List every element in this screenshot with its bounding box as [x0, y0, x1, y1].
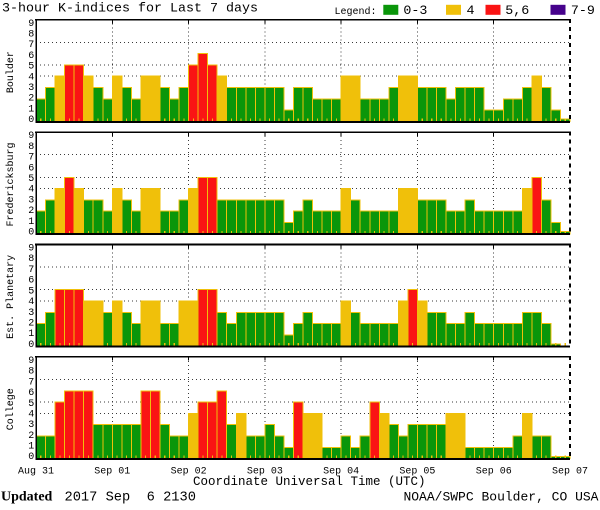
svg-text:7: 7 [28, 265, 34, 276]
svg-text:9: 9 [28, 19, 34, 30]
svg-text:5: 5 [28, 174, 34, 185]
svg-text:9: 9 [28, 356, 34, 367]
svg-text:Sep 06: Sep 06 [476, 467, 512, 478]
svg-text:4: 4 [467, 4, 475, 19]
svg-text:1: 1 [28, 104, 34, 115]
svg-text:Sep 01: Sep 01 [94, 467, 130, 478]
svg-text:8: 8 [28, 30, 34, 41]
svg-text:8: 8 [28, 142, 34, 153]
svg-text:Sep 05: Sep 05 [399, 467, 435, 478]
svg-text:2: 2 [28, 431, 34, 442]
svg-text:NOAA/SWPC Boulder, CO USA: NOAA/SWPC Boulder, CO USA [403, 490, 598, 505]
svg-text:2: 2 [28, 206, 34, 217]
svg-text:7: 7 [28, 40, 34, 51]
svg-text:Updated: Updated [1, 490, 53, 505]
svg-text:3: 3 [28, 308, 34, 319]
svg-text:5,6: 5,6 [505, 4, 529, 19]
svg-text:Sep 02: Sep 02 [171, 467, 207, 478]
svg-text:3-hour K-indices for Last 7 da: 3-hour K-indices for Last 7 days [2, 2, 258, 17]
svg-text:7: 7 [28, 377, 34, 388]
svg-text:6: 6 [28, 276, 34, 287]
svg-text:5: 5 [28, 399, 34, 410]
svg-text:2: 2 [28, 94, 34, 105]
svg-text:College: College [5, 388, 17, 430]
svg-text:Sep 04: Sep 04 [323, 467, 359, 478]
svg-text:3: 3 [28, 195, 34, 206]
svg-text:1: 1 [28, 217, 34, 228]
svg-text:1: 1 [28, 329, 34, 340]
svg-text:8: 8 [28, 367, 34, 378]
svg-text:0: 0 [28, 452, 34, 463]
svg-text:2017 Sep 6 2130: 2017 Sep 6 2130 [65, 491, 196, 506]
svg-text:5: 5 [28, 286, 34, 297]
svg-text:Legend:: Legend: [335, 6, 377, 18]
svg-text:5: 5 [28, 62, 34, 73]
svg-text:4: 4 [28, 185, 34, 196]
svg-text:Coordinate Universal Time (UTC: Coordinate Universal Time (UTC) [193, 475, 426, 489]
svg-text:6: 6 [28, 51, 34, 62]
svg-text:6: 6 [28, 163, 34, 174]
svg-text:Sep 03: Sep 03 [247, 467, 283, 478]
svg-text:0: 0 [28, 228, 34, 239]
svg-text:0-3: 0-3 [403, 4, 427, 19]
svg-text:9: 9 [28, 244, 34, 255]
svg-text:Fredericksburg: Fredericksburg [5, 142, 17, 226]
svg-text:1: 1 [28, 442, 34, 453]
svg-text:7: 7 [28, 153, 34, 164]
svg-text:7-9: 7-9 [571, 4, 595, 19]
svg-text:Aug 31: Aug 31 [18, 467, 54, 478]
svg-text:0: 0 [28, 115, 34, 126]
svg-text:2: 2 [28, 318, 34, 329]
svg-text:0: 0 [28, 340, 34, 351]
svg-text:Est. Planetary: Est. Planetary [5, 255, 17, 339]
svg-text:4: 4 [28, 409, 34, 420]
svg-text:Boulder: Boulder [5, 51, 17, 93]
svg-text:4: 4 [28, 297, 34, 308]
svg-text:4: 4 [28, 72, 34, 83]
svg-text:9: 9 [28, 131, 34, 142]
svg-text:8: 8 [28, 254, 34, 265]
svg-text:3: 3 [28, 83, 34, 94]
svg-text:3: 3 [28, 420, 34, 431]
svg-text:6: 6 [28, 388, 34, 399]
svg-text:Sep 07: Sep 07 [552, 467, 588, 478]
